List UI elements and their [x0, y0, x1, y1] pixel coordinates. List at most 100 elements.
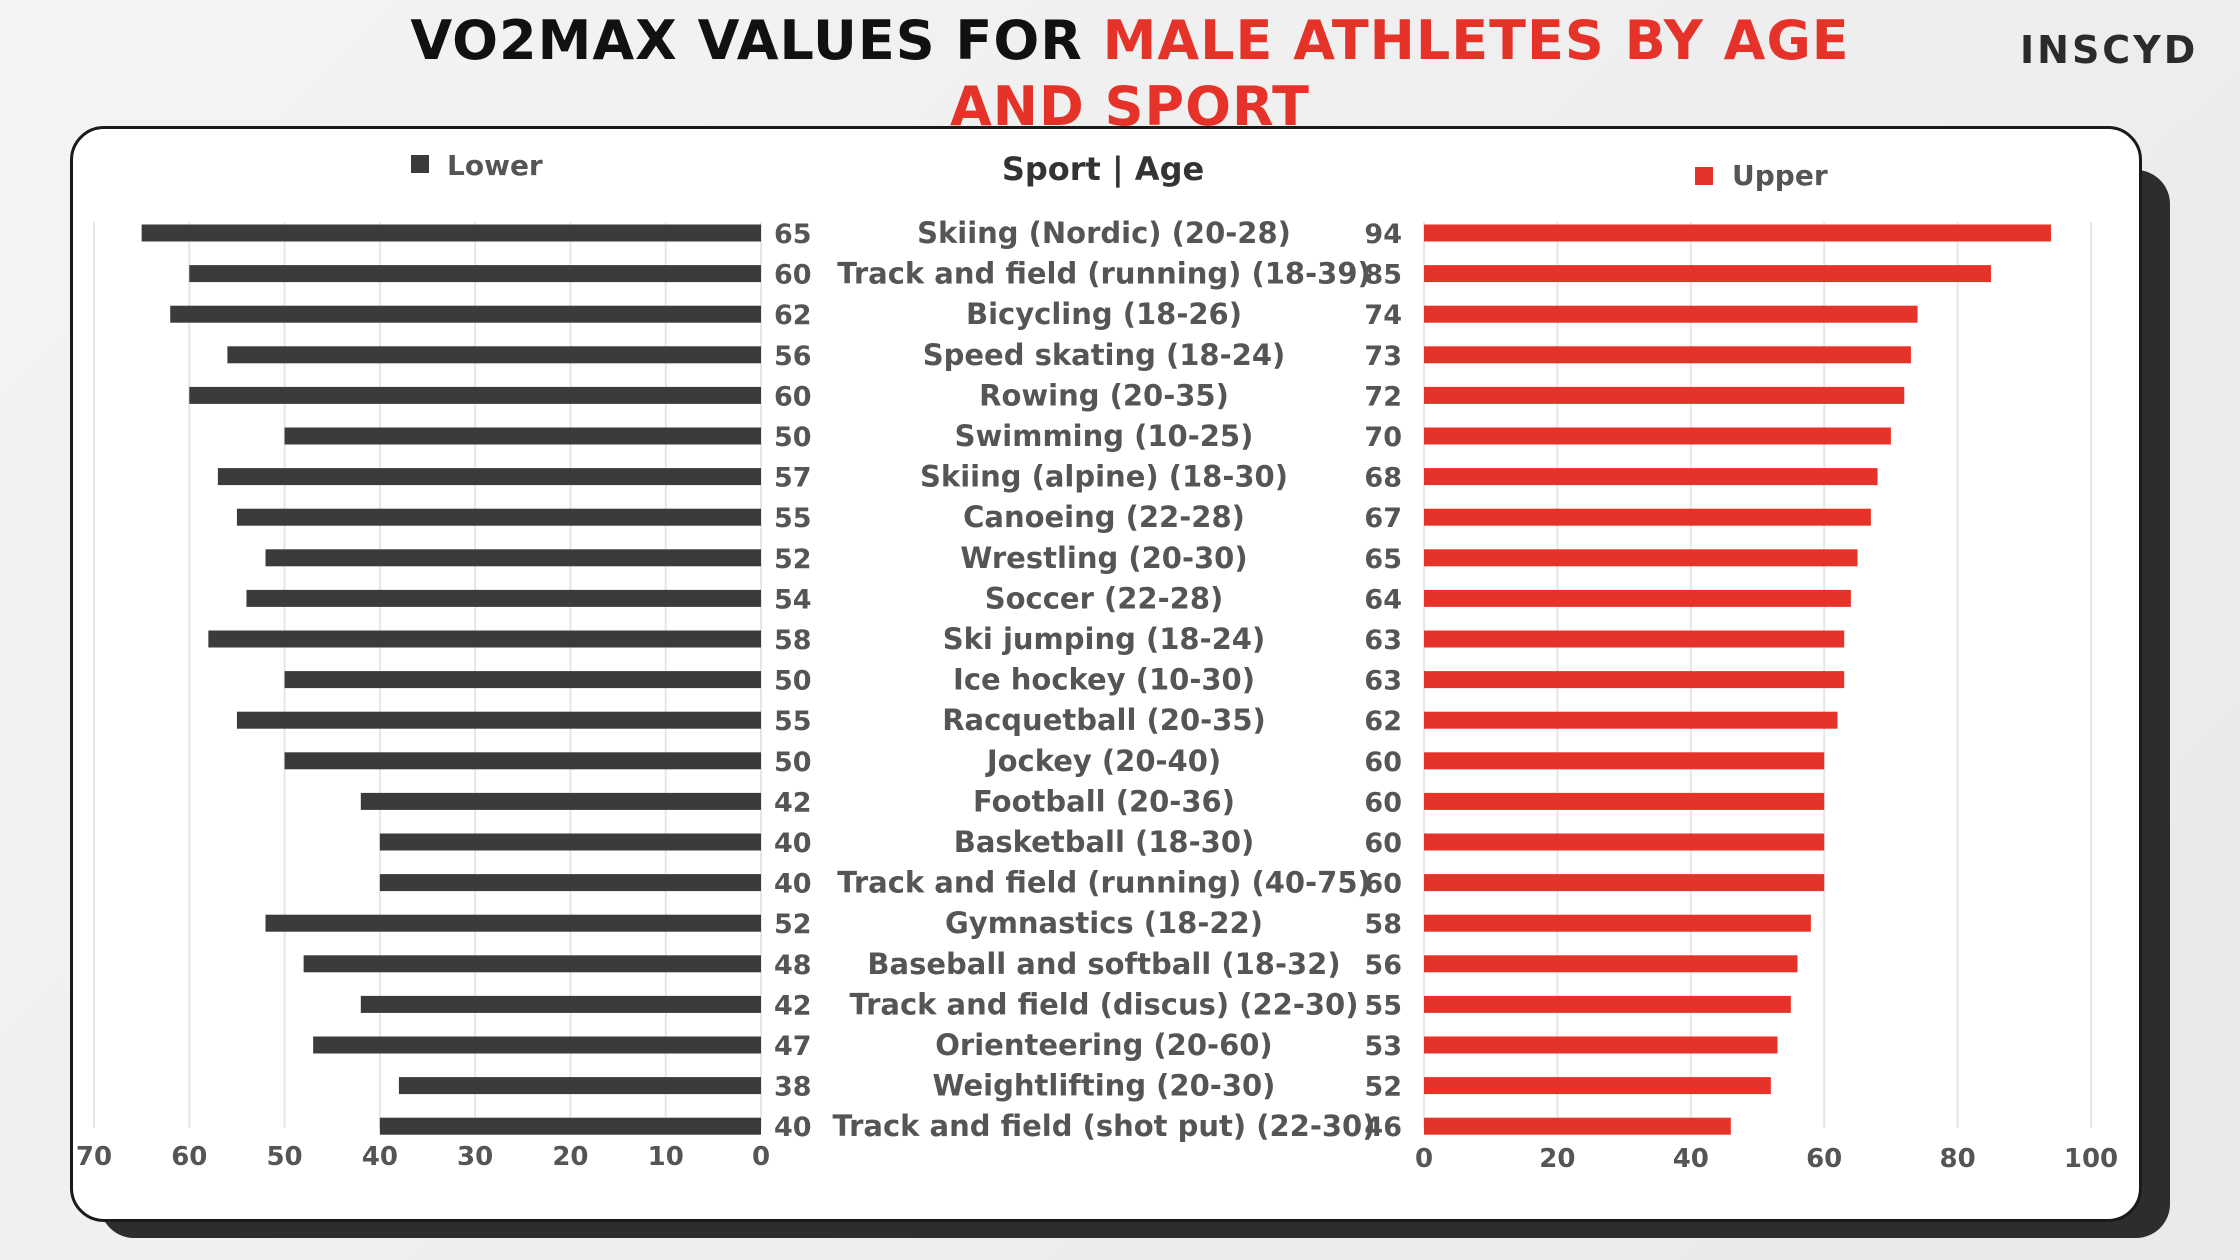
value-label-upper: 58	[1364, 909, 1402, 940]
value-label-lower: 62	[774, 300, 812, 331]
bar-upper	[1424, 508, 1871, 526]
bar-lower	[360, 995, 761, 1013]
category-label: Basketball (18-30)	[954, 825, 1255, 859]
legend-upper: Upper	[1695, 159, 1828, 192]
bar-lower	[217, 468, 761, 486]
title-part-2: MALE ATHLETES BY AGE	[1102, 9, 1850, 72]
value-label-lower: 60	[774, 260, 812, 291]
category-label: Bicycling (18-26)	[966, 297, 1242, 331]
bar-upper	[1424, 874, 1825, 892]
value-label-upper: 70	[1364, 422, 1402, 453]
value-label-lower: 65	[774, 219, 812, 250]
category-label: Canoeing (22-28)	[963, 500, 1245, 534]
category-label: Swimming (10-25)	[955, 419, 1254, 453]
bar-lower	[246, 589, 761, 607]
category-label: Baseball and softball (18-32)	[867, 947, 1340, 981]
bar-lower	[313, 1036, 761, 1054]
bar-upper	[1424, 914, 1811, 932]
legend-lower: Lower	[411, 149, 543, 182]
right-tick-label: 20	[1539, 1144, 1575, 1174]
value-label-lower: 40	[774, 1112, 812, 1143]
bar-upper	[1424, 711, 1838, 729]
value-label-upper: 74	[1364, 300, 1402, 331]
bar-upper	[1424, 955, 1798, 973]
bar-lower	[208, 630, 762, 648]
category-label: Ice hockey (10-30)	[953, 663, 1255, 697]
brand-logo: INSCYD	[2020, 28, 2199, 72]
value-label-lower: 52	[774, 909, 812, 940]
title-part-1: VO2MAX VALUES FOR	[410, 9, 1103, 72]
value-label-upper: 73	[1364, 341, 1402, 372]
category-label: Skiing (Nordic) (20-28)	[917, 216, 1291, 250]
bar-upper	[1424, 346, 1911, 364]
bar-upper	[1424, 792, 1825, 810]
category-label: Orienteering (20-60)	[935, 1028, 1272, 1062]
value-label-lower: 55	[774, 503, 812, 534]
value-label-upper: 64	[1364, 584, 1402, 615]
bar-upper	[1424, 386, 1905, 404]
value-label-lower: 40	[774, 869, 812, 900]
right-tick-label: 80	[1940, 1144, 1976, 1174]
bar-lower	[189, 265, 762, 283]
value-label-upper: 63	[1364, 666, 1402, 697]
bar-upper	[1424, 427, 1891, 445]
value-label-upper: 52	[1364, 1072, 1402, 1103]
bar-lower	[398, 1077, 761, 1095]
value-label-upper: 85	[1364, 260, 1402, 291]
bar-upper	[1424, 468, 1878, 486]
value-label-lower: 47	[774, 1031, 812, 1062]
right-tick-label: 60	[1806, 1144, 1842, 1174]
right-tick-label: 100	[2064, 1144, 2118, 1174]
legend-lower-label: Lower	[447, 149, 543, 182]
bar-upper	[1424, 1117, 1731, 1135]
bar-lower	[360, 792, 761, 810]
value-label-upper: 72	[1364, 381, 1402, 412]
value-label-lower: 54	[774, 584, 812, 615]
category-label: Skiing (alpine) (18-30)	[920, 460, 1288, 494]
legend-upper-label: Upper	[1732, 159, 1828, 192]
left-tick-label: 70	[76, 1142, 112, 1172]
value-label-upper: 60	[1364, 869, 1402, 900]
category-label: Jockey (20-40)	[985, 744, 1221, 778]
value-label-upper: 60	[1364, 828, 1402, 859]
category-label: Track and field (running) (18-39)	[837, 257, 1371, 291]
value-label-upper: 60	[1364, 747, 1402, 778]
upper-series-bars	[1424, 224, 2051, 1135]
category-label: Football (20-36)	[973, 784, 1235, 818]
value-label-lower: 42	[774, 990, 812, 1021]
left-tick-label: 20	[552, 1142, 588, 1172]
left-tick-label: 40	[362, 1142, 398, 1172]
left-tick-label: 50	[266, 1142, 302, 1172]
value-label-lower: 55	[774, 706, 812, 737]
value-label-upper: 94	[1364, 219, 1402, 250]
lower-series-bars	[141, 224, 762, 1135]
value-label-upper: 67	[1364, 503, 1402, 534]
right-tick-label: 40	[1673, 1144, 1709, 1174]
category-label: Track and field (running) (40-75)	[837, 866, 1371, 900]
value-label-lower: 48	[774, 950, 812, 981]
bar-lower	[265, 549, 761, 567]
left-tick-label: 10	[648, 1142, 684, 1172]
right-tick-label: 0	[1415, 1144, 1433, 1174]
bar-lower	[379, 1117, 761, 1135]
bar-upper	[1424, 549, 1858, 567]
legend-upper-swatch	[1695, 167, 1713, 185]
bar-lower	[284, 671, 761, 689]
bar-lower	[284, 427, 761, 445]
legend-lower-swatch	[411, 155, 429, 173]
bar-lower	[141, 224, 762, 242]
chart-title: VO2MAX VALUES FOR MALE ATHLETES BY AGE AN…	[330, 8, 1930, 140]
value-label-lower: 42	[774, 787, 812, 818]
bar-lower	[227, 346, 761, 364]
category-label: Ski jumping (18-24)	[943, 622, 1265, 656]
value-label-lower: 50	[774, 422, 812, 453]
value-label-lower: 56	[774, 341, 812, 372]
value-label-upper: 68	[1364, 463, 1402, 494]
bar-lower	[379, 833, 761, 851]
category-label: Speed skating (18-24)	[923, 338, 1286, 372]
value-label-upper: 56	[1364, 950, 1402, 981]
bar-lower	[170, 305, 761, 323]
value-label-lower: 50	[774, 666, 812, 697]
value-label-upper: 60	[1364, 787, 1402, 818]
